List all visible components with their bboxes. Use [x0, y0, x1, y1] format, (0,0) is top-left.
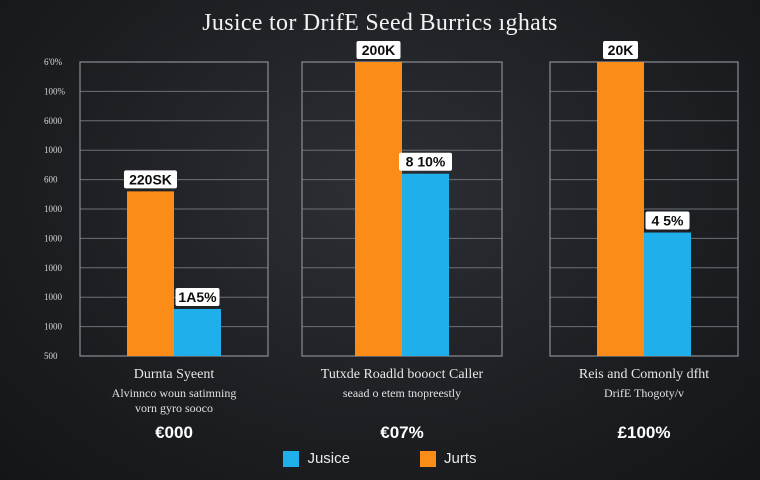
- data-label-bg: [124, 170, 177, 189]
- y-tick-label: 1000: [44, 145, 63, 155]
- data-label: 200K: [362, 42, 395, 58]
- legend-item-jusice: Jusice: [283, 450, 350, 467]
- y-tick-label: 600: [44, 175, 58, 185]
- data-label-bg: [645, 211, 690, 230]
- y-tick-label: 1000: [44, 292, 63, 302]
- data-label: 1A5%: [178, 289, 217, 305]
- data-label: 220SK: [129, 171, 172, 187]
- data-label: 8 10%: [406, 154, 446, 170]
- data-label-bg: [399, 152, 452, 171]
- legend-swatch-jusice: [283, 450, 300, 467]
- bar-jurts-3: [597, 62, 644, 356]
- category-label: Reis and Comonly dfht: [579, 367, 709, 382]
- legend-label-jusice: Jusice: [307, 450, 350, 467]
- y-tick-label: 1000: [44, 322, 63, 332]
- category-total: €000: [155, 423, 193, 442]
- data-label: 20K: [608, 42, 634, 58]
- category-label: Tutxde Roadld boooct Caller: [321, 367, 484, 382]
- category-label: Durnta Syeent: [134, 367, 215, 382]
- bar-jusice-3: [644, 232, 691, 356]
- legend: Jusice Jurts: [0, 450, 760, 467]
- data-label: 4 5%: [652, 213, 684, 229]
- category-total: £100%: [618, 423, 671, 442]
- y-tick-label: 1000: [44, 263, 63, 273]
- category-label: DrifE Thogoty/v: [604, 386, 684, 400]
- bar-jurts-1: [127, 191, 174, 356]
- bar-jusice-1: [174, 308, 221, 356]
- category-total: €07%: [380, 423, 423, 442]
- y-tick-label: 100%: [44, 86, 66, 96]
- y-tick-label: 500: [44, 351, 58, 361]
- y-tick-label: 1000: [44, 204, 63, 214]
- legend-item-jurts: Jurts: [420, 450, 477, 467]
- legend-swatch-jurts: [420, 450, 436, 467]
- legend-label-jurts: Jurts: [444, 450, 477, 467]
- y-tick-label: 1000: [44, 233, 63, 243]
- bar-jurts-2: [355, 62, 402, 356]
- chart-title: Jusice tor DrifE Seed Burrics ıghats: [202, 10, 558, 36]
- data-label-bg: [175, 287, 220, 306]
- bar-jusice-2: [402, 173, 449, 356]
- category-label: vorn gyro sooco: [135, 401, 213, 415]
- category-label: seaad o etem tnopreestly: [343, 386, 461, 400]
- y-tick-label: 6000: [44, 116, 63, 126]
- data-label-bg: [356, 41, 401, 59]
- data-label-bg: [603, 41, 638, 59]
- category-label: Alvinnco woun satimning: [112, 386, 237, 400]
- y-tick-label: 6'0%: [44, 57, 63, 67]
